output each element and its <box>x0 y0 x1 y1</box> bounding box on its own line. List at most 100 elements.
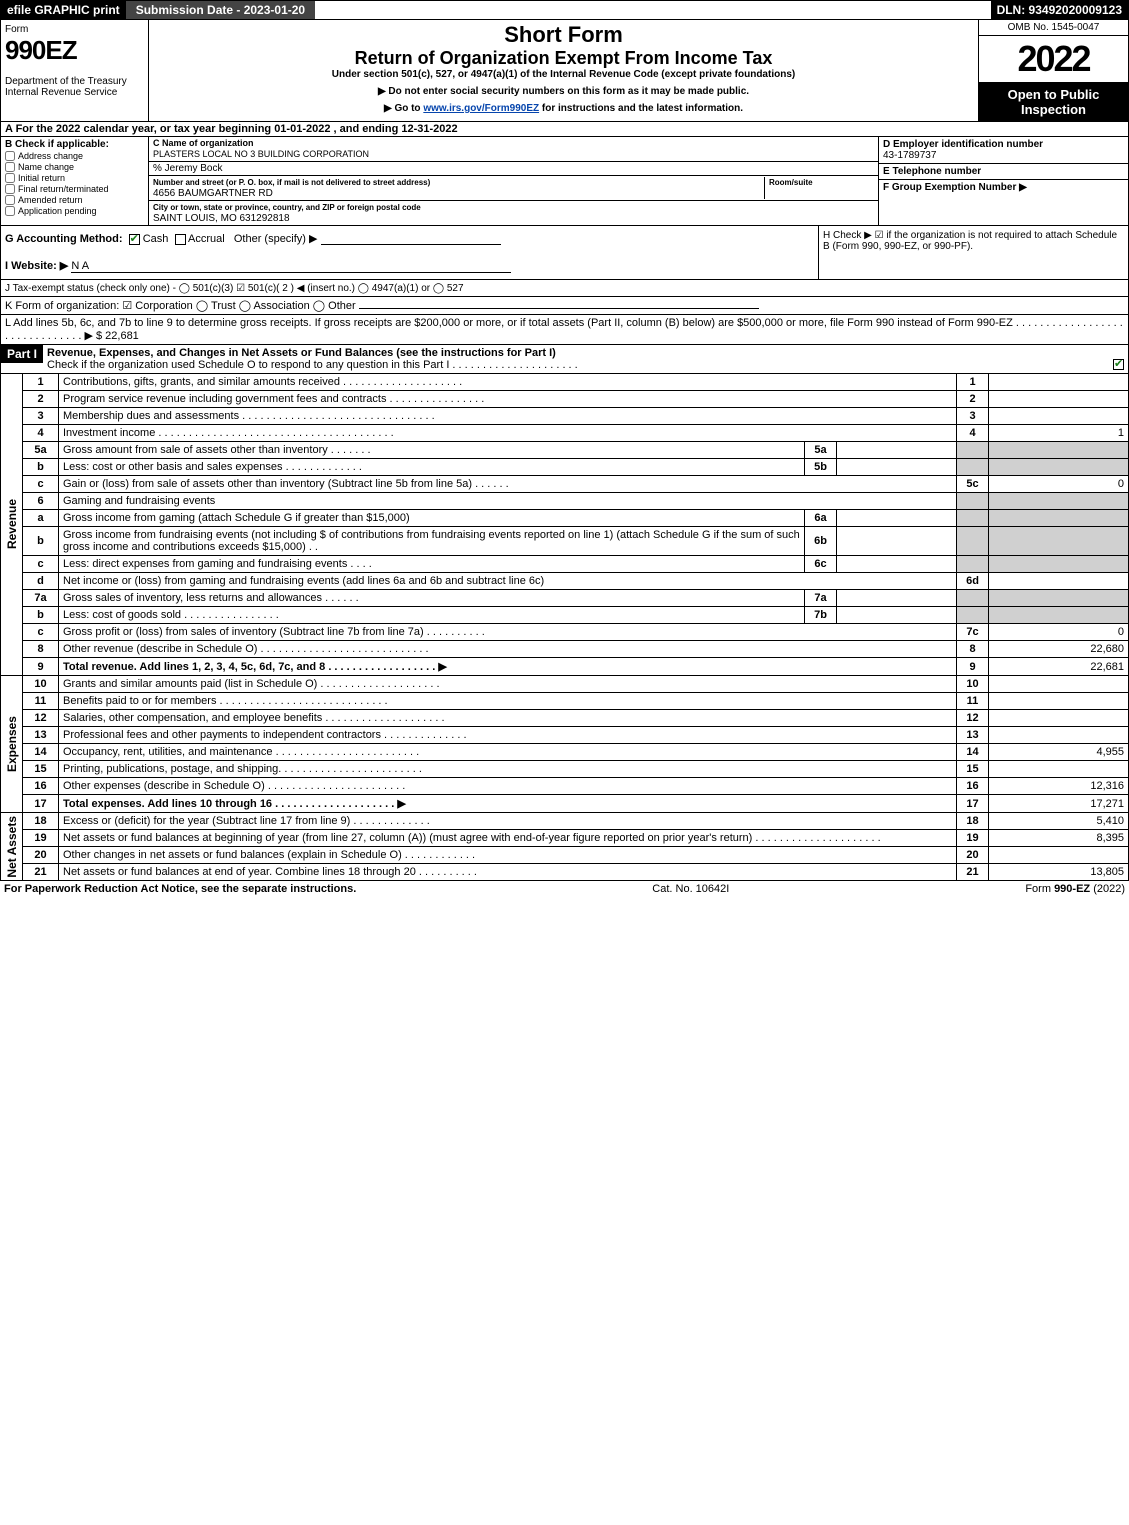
cb-application-pending[interactable]: Application pending <box>5 206 144 216</box>
line-amt: 8,395 <box>989 830 1129 847</box>
checkbox-icon[interactable] <box>5 195 15 205</box>
sub-amt <box>837 527 957 556</box>
sub-box: 7b <box>805 607 837 624</box>
form-header: Form 990EZ Department of the Treasury In… <box>0 20 1129 122</box>
top-bar: efile GRAPHIC print Submission Date - 20… <box>0 0 1129 20</box>
dept-label: Department of the Treasury Internal Reve… <box>5 76 144 98</box>
line-box: 5c <box>957 476 989 493</box>
line-amt: 22,680 <box>989 641 1129 658</box>
checkbox-accrual-icon[interactable] <box>175 234 186 245</box>
line-num: b <box>23 607 59 624</box>
form-title-1: Short Form <box>153 22 974 48</box>
revenue-side-label: Revenue <box>0 374 22 676</box>
header-left: Form 990EZ Department of the Treasury In… <box>1 20 149 121</box>
line-num: 20 <box>23 847 59 864</box>
k-form-of-org: K Form of organization: ☑ Corporation ◯ … <box>5 300 356 312</box>
row-k: K Form of organization: ☑ Corporation ◯ … <box>0 297 1129 315</box>
line-num: 9 <box>23 658 59 676</box>
line-desc: Benefits paid to or for members . . . . … <box>59 693 957 710</box>
line-desc: Excess or (deficit) for the year (Subtra… <box>59 813 957 830</box>
expenses-section: Expenses 10Grants and similar amounts pa… <box>0 676 1129 813</box>
line-num: a <box>23 510 59 527</box>
cb-name-change[interactable]: Name change <box>5 162 144 172</box>
efile-label[interactable]: efile GRAPHIC print <box>1 1 126 19</box>
line-num: 4 <box>23 425 59 442</box>
line-14: 14Occupancy, rent, utilities, and mainte… <box>23 744 1129 761</box>
line-box: 20 <box>957 847 989 864</box>
expenses-table: 10Grants and similar amounts paid (list … <box>22 676 1129 813</box>
line-box: 6d <box>957 573 989 590</box>
line-num: 17 <box>23 795 59 813</box>
netassets-side-label: Net Assets <box>0 813 22 881</box>
line-16: 16Other expenses (describe in Schedule O… <box>23 778 1129 795</box>
cb-address-change[interactable]: Address change <box>5 151 144 161</box>
line-box: 15 <box>957 761 989 778</box>
line-num: 21 <box>23 864 59 881</box>
line-amt <box>989 374 1129 391</box>
line-num: 15 <box>23 761 59 778</box>
city-value: SAINT LOUIS, MO 631292818 <box>153 213 290 224</box>
f-group-exemption: F Group Exemption Number ▶ <box>879 180 1128 225</box>
checkbox-icon[interactable] <box>5 151 15 161</box>
part-i-checkbox-icon[interactable] <box>1113 359 1124 370</box>
grey-cell <box>957 607 989 624</box>
netassets-text: Net Assets <box>5 816 19 878</box>
line-desc: Occupancy, rent, utilities, and maintena… <box>59 744 957 761</box>
line-box: 9 <box>957 658 989 676</box>
omb-number: OMB No. 1545-0047 <box>979 20 1128 36</box>
form-label: Form <box>5 24 28 35</box>
grey-cell <box>989 527 1129 556</box>
sub-box: 5b <box>805 459 837 476</box>
line-box: 4 <box>957 425 989 442</box>
g-cash: Cash <box>143 233 169 245</box>
cb-amended-return[interactable]: Amended return <box>5 195 144 205</box>
cb-label: Final return/terminated <box>18 184 109 194</box>
checkbox-icon[interactable] <box>5 184 15 194</box>
line-num: c <box>23 624 59 641</box>
line-amt <box>989 391 1129 408</box>
grey-cell <box>989 556 1129 573</box>
line-num: 13 <box>23 727 59 744</box>
checkbox-cash-icon[interactable] <box>129 234 140 245</box>
grey-cell <box>957 556 989 573</box>
note2-post: for instructions and the latest informat… <box>539 103 743 114</box>
note2-pre: ▶ Go to <box>384 103 423 114</box>
tel-label: E Telephone number <box>883 166 981 177</box>
cb-initial-return[interactable]: Initial return <box>5 173 144 183</box>
row-l: L Add lines 5b, 6c, and 7b to line 9 to … <box>0 315 1129 345</box>
checkbox-icon[interactable] <box>5 206 15 216</box>
line-desc: Membership dues and assessments . . . . … <box>59 408 957 425</box>
line-box: 3 <box>957 408 989 425</box>
cb-label: Name change <box>18 162 74 172</box>
line-num: 11 <box>23 693 59 710</box>
line-desc: Total revenue. Add lines 1, 2, 3, 4, 5c,… <box>59 658 957 676</box>
line-desc: Contributions, gifts, grants, and simila… <box>59 374 957 391</box>
line-10: 10Grants and similar amounts paid (list … <box>23 676 1129 693</box>
line-7a: 7aGross sales of inventory, less returns… <box>23 590 1129 607</box>
ein-value: 43-1789737 <box>883 150 936 161</box>
line-18: 18Excess or (deficit) for the year (Subt… <box>23 813 1129 830</box>
checkbox-icon[interactable] <box>5 162 15 172</box>
grey-cell <box>957 459 989 476</box>
line-desc: Professional fees and other payments to … <box>59 727 957 744</box>
netassets-table: 18Excess or (deficit) for the year (Subt… <box>22 813 1129 881</box>
line-5a: 5aGross amount from sale of assets other… <box>23 442 1129 459</box>
h-schedule-b: H Check ▶ ☑ if the organization is not r… <box>818 226 1128 279</box>
checkbox-icon[interactable] <box>5 173 15 183</box>
row-gh: G Accounting Method: Cash Accrual Other … <box>0 226 1129 280</box>
line-box: 14 <box>957 744 989 761</box>
line-desc: Gross profit or (loss) from sales of inv… <box>59 624 957 641</box>
sub-box: 6c <box>805 556 837 573</box>
line-box: 11 <box>957 693 989 710</box>
line-box: 18 <box>957 813 989 830</box>
cb-final-return[interactable]: Final return/terminated <box>5 184 144 194</box>
tax-year: 2022 <box>979 36 1128 83</box>
line-amt <box>989 727 1129 744</box>
column-b: B Check if applicable: Address change Na… <box>1 137 149 225</box>
line-box: 21 <box>957 864 989 881</box>
line-amt <box>989 573 1129 590</box>
line-num: d <box>23 573 59 590</box>
cb-label: Amended return <box>18 195 83 205</box>
irs-link[interactable]: www.irs.gov/Form990EZ <box>423 103 539 114</box>
g-label: G Accounting Method: <box>5 233 123 245</box>
